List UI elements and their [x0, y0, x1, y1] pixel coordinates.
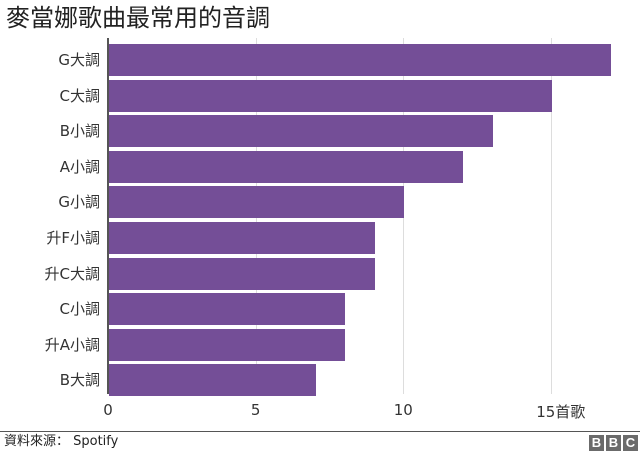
- bar: [109, 328, 346, 361]
- x-tick-label: 15首歌: [536, 403, 586, 421]
- y-axis-line: [107, 38, 109, 394]
- source-text: 資料來源： Spotify: [4, 434, 119, 449]
- bbc-logo: B B C: [589, 435, 638, 451]
- bbc-logo-letter: B: [606, 435, 621, 451]
- footer-divider: [0, 431, 640, 432]
- bar: [109, 115, 493, 148]
- category-label: G小調: [58, 193, 100, 212]
- category-label: G大調: [58, 51, 100, 69]
- x-tick-label: 10: [393, 401, 413, 419]
- x-tick-label: 0: [103, 401, 113, 419]
- category-label: 升A小調: [44, 335, 100, 354]
- category-label: C小調: [59, 300, 100, 319]
- bar: [109, 186, 405, 219]
- category-label: B小調: [59, 122, 100, 141]
- bar: [109, 257, 375, 290]
- category-label: 升C大調: [44, 264, 100, 283]
- bbc-logo-letter: B: [589, 435, 604, 451]
- category-label: A小調: [59, 157, 100, 176]
- bar: [109, 222, 375, 254]
- category-label: B大調: [59, 371, 100, 390]
- bar: [109, 293, 346, 326]
- bar: [109, 150, 464, 183]
- x-tick-label: 5: [250, 401, 261, 419]
- bar: [109, 44, 611, 76]
- category-label: 升F小調: [46, 229, 100, 247]
- bar: [109, 79, 552, 112]
- gridline: [550, 38, 552, 394]
- bar: [109, 364, 316, 397]
- category-label: C大調: [59, 86, 100, 105]
- chart-title: 麥當娜歌曲最常用的音調: [6, 4, 270, 32]
- bbc-logo-letter: C: [623, 435, 638, 451]
